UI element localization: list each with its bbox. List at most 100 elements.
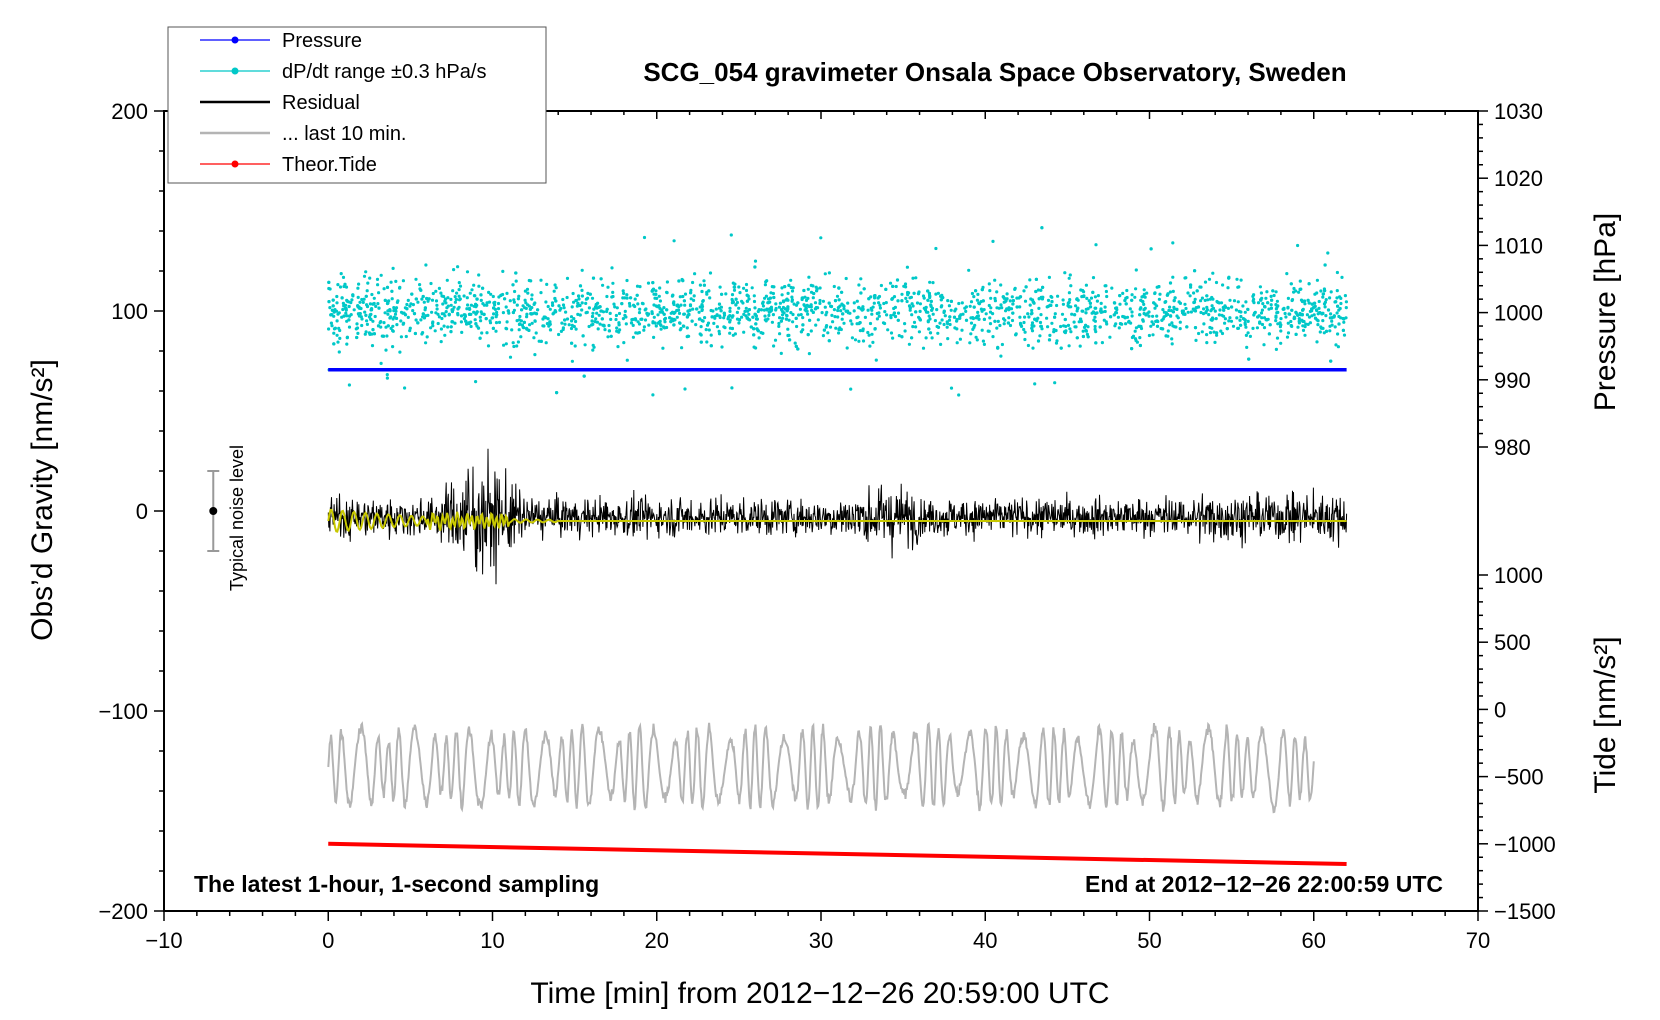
dpdt-point [672, 323, 676, 327]
dpdt-point [636, 331, 640, 335]
dpdt-point [430, 310, 434, 314]
dpdt-point [574, 327, 578, 331]
dpdt-point [761, 331, 765, 335]
dpdt-point [1133, 329, 1137, 333]
dpdt-point [982, 342, 987, 346]
dpdt-point [1112, 313, 1116, 317]
dpdt-point [850, 322, 854, 326]
dpdt-point [884, 301, 888, 305]
dpdt-point [850, 336, 855, 340]
dpdt-point [891, 284, 895, 288]
dpdt-point [717, 306, 722, 310]
dpdt-point [518, 314, 522, 319]
dpdt-point [790, 295, 794, 299]
dpdt-point [1022, 289, 1026, 293]
dpdt-point [1195, 289, 1199, 293]
dpdt-point [1067, 291, 1071, 295]
dpdt-point [1133, 337, 1138, 341]
dpdt-point [570, 341, 574, 345]
dpdt-point [1130, 298, 1134, 302]
dpdt-point [492, 301, 496, 305]
dpdt-point [405, 307, 409, 311]
dpdt-point [610, 266, 614, 270]
dpdt-point [893, 314, 898, 319]
dpdt-point [975, 298, 980, 302]
dpdt-point [444, 310, 448, 314]
dpdt-point [1149, 324, 1153, 328]
dpdt-point [1215, 333, 1219, 337]
dpdt-point [345, 314, 349, 318]
dpdt-point [570, 319, 574, 323]
dpdt-point [1193, 297, 1197, 301]
dpdt-point [492, 306, 496, 310]
dpdt-point [414, 318, 418, 322]
dpdt-point [1214, 317, 1218, 321]
dpdt-point [337, 326, 341, 330]
dpdt-point [825, 310, 829, 314]
dpdt-point [464, 319, 468, 323]
dpdt-point [1303, 333, 1307, 337]
dpdt-point [1321, 326, 1325, 330]
dpdt-point [759, 308, 764, 312]
dpdt-point [873, 294, 877, 298]
dpdt-point [1134, 287, 1138, 291]
dpdt-point [1337, 308, 1341, 312]
dpdt-point [1153, 291, 1157, 295]
dpdt-point [946, 337, 950, 341]
dpdt-point [1265, 318, 1269, 322]
dpdt-point [729, 233, 733, 237]
dpdt-point [458, 297, 462, 301]
dpdt-point [551, 312, 555, 316]
dpdt-point [607, 323, 611, 328]
dpdt-point [546, 304, 550, 309]
dpdt-point [1200, 296, 1204, 300]
dpdt-point [683, 292, 688, 296]
x-tick-label: 50 [1137, 928, 1161, 953]
dpdt-point [1133, 295, 1137, 299]
dpdt-point [1290, 308, 1294, 312]
dpdt-point [968, 304, 972, 308]
dpdt-point [688, 303, 693, 307]
dpdt-point [608, 311, 612, 315]
dpdt-point [1031, 346, 1035, 350]
dpdt-point [375, 277, 380, 281]
dpdt-point [1308, 309, 1312, 313]
dpdt-point [1310, 302, 1314, 306]
dpdt-point [459, 314, 464, 318]
dpdt-point [967, 268, 971, 272]
dpdt-point [485, 301, 489, 305]
dpdt-point [712, 321, 716, 325]
dpdt-point [686, 334, 690, 338]
dpdt-point [1151, 333, 1155, 337]
dpdt-point [558, 308, 562, 312]
legend-label: Theor.Tide [282, 154, 377, 176]
dpdt-point [857, 283, 861, 287]
dpdt-point [1037, 297, 1041, 301]
dpdt-point [831, 320, 835, 324]
dpdt-point [1222, 308, 1226, 312]
chart-title: SCG_054 gravimeter Onsala Space Observat… [643, 57, 1346, 87]
dpdt-point [1320, 312, 1324, 316]
dpdt-point [1142, 288, 1146, 292]
dpdt-point [574, 319, 578, 324]
dpdt-point [730, 386, 734, 390]
tide-tick-label: −1500 [1494, 899, 1556, 924]
noise-level-indicator: Typical noise level [207, 445, 247, 591]
dpdt-point [565, 295, 569, 300]
dpdt-point [1095, 311, 1099, 315]
dpdt-point [1023, 315, 1027, 319]
dpdt-point [747, 312, 751, 316]
dpdt-point [870, 308, 874, 312]
dpdt-point [915, 301, 920, 305]
dpdt-point [839, 309, 843, 313]
dpdt-point [342, 314, 346, 318]
dpdt-point [1153, 302, 1157, 306]
dpdt-point [383, 298, 387, 302]
dpdt-point [617, 323, 621, 327]
dpdt-point [621, 289, 625, 293]
dpdt-point [469, 303, 473, 307]
dpdt-point [477, 284, 481, 288]
dpdt-point [449, 330, 453, 334]
dpdt-point [399, 310, 404, 314]
dpdt-point [766, 301, 771, 305]
